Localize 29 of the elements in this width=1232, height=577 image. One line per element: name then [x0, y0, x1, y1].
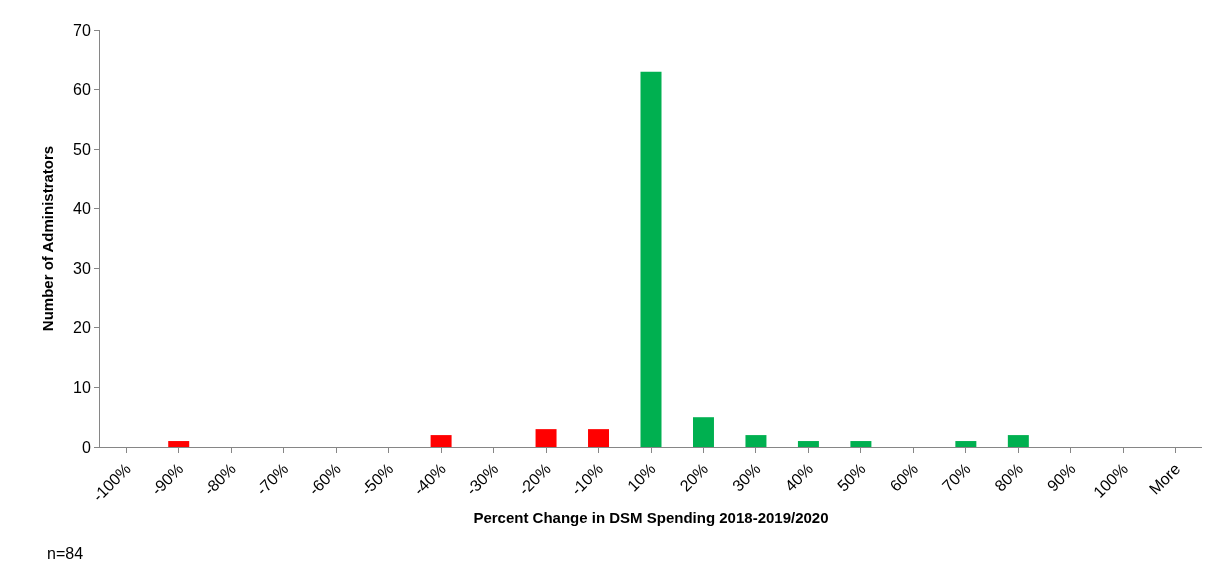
x-tick-label: 30% — [729, 459, 764, 495]
x-axis-title: Percent Change in DSM Spending 2018-2019/2020 — [473, 508, 829, 526]
bar — [692, 417, 714, 447]
x-tick-label: 70% — [938, 459, 974, 495]
x-tick-label: 40% — [781, 459, 817, 495]
x-tick-label: 50% — [834, 459, 869, 495]
text: n=84 — [47, 545, 84, 562]
y-tick-label: 60 — [73, 81, 91, 99]
y-tick-label: 70 — [73, 21, 91, 39]
x-tick-label: 60% — [886, 459, 922, 495]
y-axis-title: Number of Administrators — [39, 145, 57, 332]
y-tick-label: 10 — [73, 379, 91, 397]
bar — [1007, 435, 1029, 447]
bar — [640, 71, 662, 447]
y-tick-label: 0 — [81, 438, 91, 456]
bar — [797, 441, 819, 447]
x-tick-label: 80% — [991, 459, 1027, 495]
bar — [850, 441, 872, 447]
bar — [168, 441, 190, 447]
x-tick-label: 90% — [1043, 459, 1079, 495]
bar — [588, 429, 610, 447]
bar — [430, 435, 452, 447]
y-tick-label: 40 — [73, 200, 91, 218]
y-tick-label: 20 — [73, 319, 91, 337]
y-tick-label: 50 — [73, 140, 91, 158]
bar — [955, 441, 977, 447]
bar — [535, 429, 557, 447]
bar — [745, 435, 767, 447]
y-tick-label: 30 — [73, 259, 91, 277]
